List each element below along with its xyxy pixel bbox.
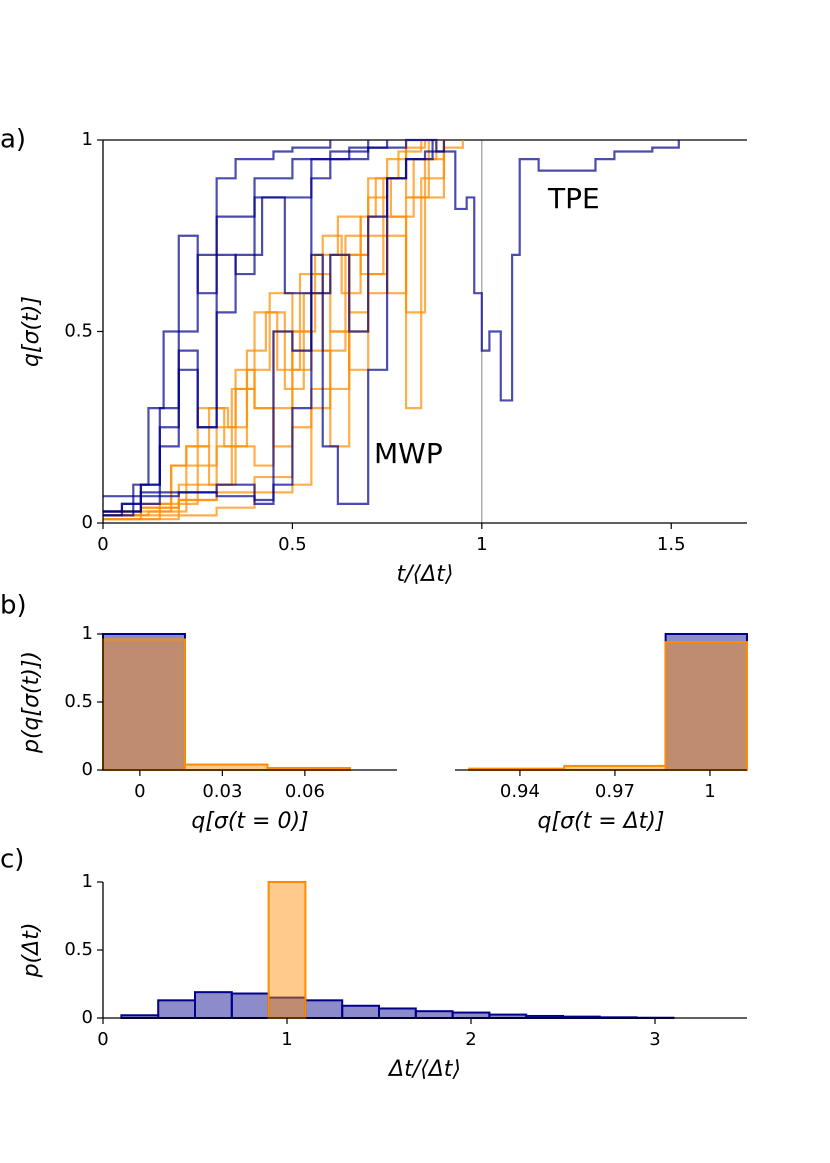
y-axis-label: q[σ(t)] (19, 296, 44, 367)
y-tick-label: 1 (82, 623, 93, 644)
x-tick-label: 2 (465, 1029, 476, 1050)
x-tick-label: 3 (649, 1029, 660, 1050)
x-tick-label: 0 (134, 781, 145, 802)
histogram-bar (664, 633, 748, 771)
y-tick-label: 1 (82, 871, 93, 892)
x-tick-label: 0 (97, 534, 108, 555)
histogram-bar (183, 763, 269, 771)
panel-label: b) (0, 591, 27, 621)
trajectory (103, 140, 332, 517)
x-axis-label: t/⟨Δt⟩ (397, 562, 454, 587)
histogram-bar (378, 1007, 417, 1019)
series-label: MWP (374, 437, 443, 470)
x-tick-label: 0 (97, 1029, 108, 1050)
x-axis-label: q[σ(t = Δt)] (538, 809, 665, 834)
x-tick-label: 0.03 (202, 781, 242, 802)
x-tick-label: 0.06 (285, 781, 325, 802)
x-tick-label: 0.97 (595, 781, 635, 802)
trajectory (103, 140, 438, 521)
y-tick-label: 1 (82, 129, 93, 150)
y-tick-label: 0.5 (64, 939, 93, 960)
panel-label: c) (0, 845, 24, 875)
x-tick-label: 0.5 (278, 534, 307, 555)
y-tick-label: 0 (82, 759, 93, 780)
x-axis-label: Δt/⟨Δt⟩ (387, 1057, 461, 1082)
trajectory (103, 140, 446, 513)
histogram-bar (664, 641, 748, 771)
histogram-bar (414, 1010, 454, 1020)
histogram-bar (341, 1004, 381, 1020)
y-tick-label: 0 (82, 1007, 93, 1028)
histogram-bar (230, 992, 270, 1020)
histogram-bar (102, 638, 186, 771)
y-axis-label: p(Δt) (19, 923, 44, 979)
y-tick-label: 0.5 (64, 691, 93, 712)
y-tick-label: 0.5 (64, 321, 93, 342)
x-tick-label: 0.94 (500, 781, 540, 802)
histogram-bar (102, 633, 186, 771)
x-tick-label: 1 (704, 781, 715, 802)
histogram-bar (304, 999, 344, 1020)
series-label: TPE (547, 182, 600, 215)
x-tick-label: 1 (476, 534, 487, 555)
histogram-bar (157, 999, 196, 1020)
histogram-bar (194, 991, 233, 1019)
y-axis-label: p(q[σ(t)]) (19, 651, 44, 754)
histogram-bar (451, 1011, 491, 1019)
trajectory (103, 140, 446, 513)
x-tick-label: 1.5 (657, 534, 686, 555)
x-axis-label: q[σ(t = 0)] (191, 809, 308, 834)
panel-label: a) (0, 125, 26, 155)
trajectory (103, 138, 680, 513)
trajectory (103, 140, 370, 517)
x-tick-label: 1 (281, 1029, 292, 1050)
histogram-bar (267, 881, 307, 1019)
y-tick-label: 0 (82, 512, 93, 533)
